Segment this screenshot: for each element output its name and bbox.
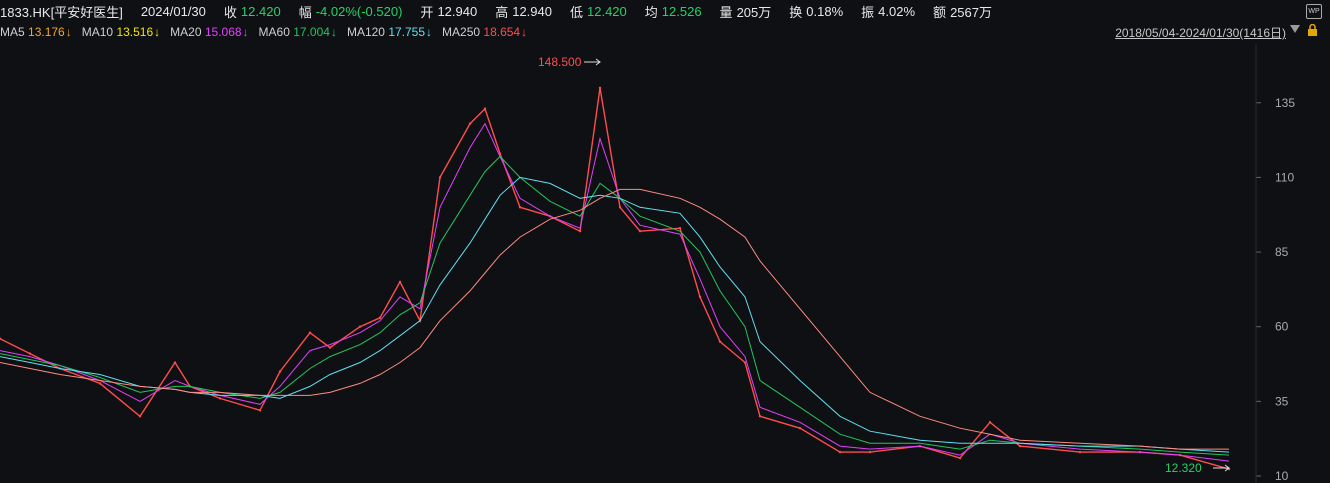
annotations: 148.500 12.320 [538,55,1230,475]
ma-bar: MA5 13.176↓ MA10 13.516↓ MA20 15.068↓ MA… [0,22,1330,42]
close-label: 收 [223,4,237,20]
data-point [138,415,142,418]
chevron-down-icon[interactable] [1290,25,1300,33]
y-tick-label: 10 [1275,469,1289,483]
avg-label: 均 [644,4,658,20]
data-point [798,427,802,430]
data-point [868,450,872,454]
ma10-item[interactable]: MA10 13.516↓ [81,25,161,39]
ma5-item[interactable]: MA5 13.176↓ [0,25,72,39]
data-point [698,295,702,299]
data-point [483,107,487,110]
volume-label: 量 [719,4,733,20]
data-point [358,325,362,328]
data-point [578,229,582,233]
data-point [28,352,32,355]
change-label: 幅 [298,4,312,20]
data-point [258,409,262,412]
high-price-label: 148.500 [538,55,582,69]
avg-value: 12.526 [661,3,702,19]
data-point [278,370,282,373]
open-value: 12.940 [437,3,478,19]
data-point [598,86,602,90]
plot-area [0,86,1231,471]
data-point [518,206,522,209]
series-line-ma60 [0,155,1230,456]
ma60-item[interactable]: MA60 17.004↓ [258,25,337,39]
data-point [1018,444,1022,448]
amplitude-label: 振 [861,4,875,20]
date-range-selector[interactable]: 2018/05/04-2024/01/30(1416日) [1115,26,1286,40]
last-price-label: 12.320 [1165,461,1202,475]
data-point [0,337,2,340]
data-point [468,122,472,125]
amount-value: 2567万 [950,4,992,20]
data-point [718,340,722,343]
y-tick-label: 135 [1275,96,1295,110]
ticker: 1833.HK[平安好医生] [0,4,123,20]
data-point [98,382,102,385]
y-tick-label: 110 [1275,170,1294,184]
y-tick-label: 60 [1275,320,1289,334]
data-point [758,415,762,418]
data-point [838,450,842,454]
series-line-ma120 [0,176,1230,453]
data-point [1078,450,1082,454]
ma20-item[interactable]: MA20 15.068↓ [170,25,249,39]
series-line-ma250 [0,188,1229,450]
data-point [678,226,682,230]
data-point [743,361,747,364]
open-label: 开 [420,4,434,20]
amplitude-value: 4.02% [878,3,916,19]
data-point [308,331,312,334]
amount-label: 额 [933,4,947,20]
y-tick-label: 35 [1275,394,1289,408]
volume-value: 205万 [736,4,772,20]
data-point [378,316,382,319]
data-point [398,280,402,284]
ma120-item[interactable]: MA120 17.755↓ [346,25,433,39]
data-point [438,176,442,179]
data-point [958,456,962,460]
turnover-value: 0.18% [806,3,844,19]
y-axis: 135 110 85 60 35 10 [1256,96,1295,483]
low-label: 低 [569,4,583,20]
quote-header: 1833.HK[平安好医生] 2024/01/30 收 12.420 幅 -4.… [0,0,1330,22]
change-value: -4.02%(-0.520) [315,3,403,19]
turnover-label: 换 [789,4,803,20]
data-point [328,346,332,349]
series-line-ma20 [0,122,1230,462]
series-line-k [0,87,1230,470]
data-point [988,421,992,424]
data-point [173,361,177,364]
last-arrow-icon [1213,464,1230,472]
price-chart[interactable]: 135 110 85 60 35 10 148.500 12.320 [0,44,1330,483]
lock-icon[interactable] [1307,24,1318,36]
data-point [218,397,222,400]
high-arrow-icon [584,58,601,66]
quote-date: 2024/01/30 [140,3,206,19]
ma250-item[interactable]: MA250 18.654↓ [442,25,528,39]
y-tick-label: 85 [1275,245,1289,259]
close-value: 12.420 [240,3,281,19]
data-point [618,206,622,209]
wp-icon[interactable]: WP [1306,4,1322,19]
high-label: 高 [495,4,509,20]
low-value: 12.420 [587,3,627,19]
high-value: 12.940 [512,3,552,19]
data-point [638,229,642,233]
